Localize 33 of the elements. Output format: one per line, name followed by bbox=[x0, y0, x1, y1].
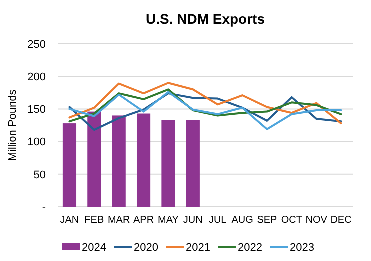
line-series bbox=[68, 82, 342, 125]
y-tick-label: 250 bbox=[28, 38, 46, 51]
y-tick-label: - bbox=[42, 202, 46, 214]
bar bbox=[186, 120, 200, 207]
x-tick-label: AUG bbox=[232, 215, 254, 226]
bar bbox=[88, 112, 102, 207]
legend-label: 2023 bbox=[290, 242, 314, 254]
x-tick-label: JAN bbox=[60, 215, 80, 226]
x-tick-label: MAY bbox=[158, 215, 180, 226]
x-tick-label: FEB bbox=[84, 215, 104, 226]
y-tick-label: 150 bbox=[28, 104, 46, 116]
x-tick-label: DEC bbox=[330, 215, 352, 226]
legend-label: 2024 bbox=[82, 242, 106, 254]
x-tick-label: JUN bbox=[183, 215, 203, 226]
line-series bbox=[68, 88, 342, 123]
chart-title: U.S. NDM Exports bbox=[146, 11, 266, 27]
y-tick-label: 200 bbox=[28, 71, 46, 84]
y-tick-label: 50 bbox=[34, 169, 46, 182]
bar bbox=[136, 114, 151, 207]
bar bbox=[62, 124, 77, 207]
x-tick-label: OCT bbox=[281, 215, 302, 226]
x-tick-label: JUL bbox=[208, 215, 228, 226]
legend-label: 2022 bbox=[238, 242, 262, 254]
bar bbox=[162, 120, 176, 207]
x-tick-label: MAR bbox=[108, 215, 130, 226]
bar bbox=[112, 116, 126, 207]
y-tick-label: 100 bbox=[28, 136, 46, 149]
legend-label: 2020 bbox=[134, 242, 158, 254]
x-tick-label: SEP bbox=[257, 215, 278, 226]
x-tick-label: NOV bbox=[306, 215, 328, 226]
y-axis-title: Million Pounds bbox=[7, 89, 19, 162]
x-tick-label: APR bbox=[134, 215, 154, 226]
legend-label: 2021 bbox=[186, 242, 210, 254]
